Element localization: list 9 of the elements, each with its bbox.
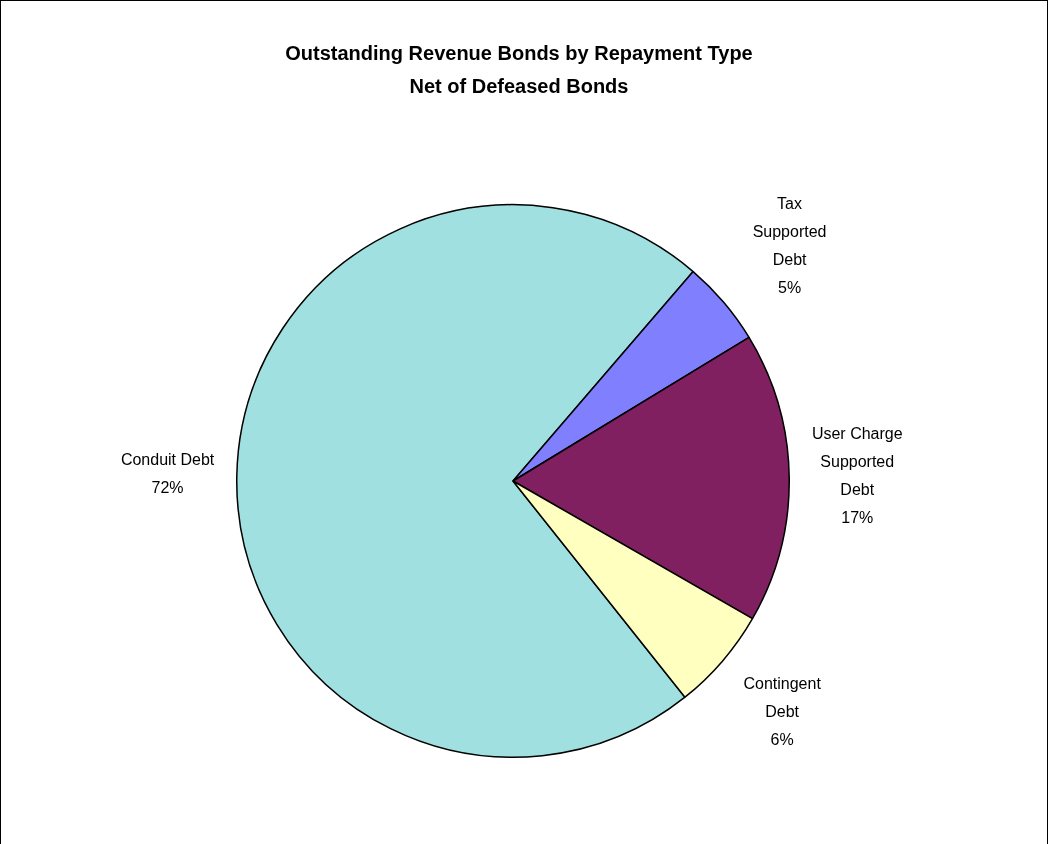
slice-label: User Charge Supported Debt	[811, 425, 903, 499]
slice-label: Tax Supported Debt	[752, 194, 827, 268]
data-label: 6%	[770, 730, 794, 748]
slice-label: Conduit Debt	[120, 450, 215, 468]
chart-title: Outstanding Revenue Bonds by Repayment Type Net of Defeased Bonds	[285, 41, 753, 97]
data-label: 5%	[778, 278, 802, 296]
data-label: 17%	[841, 509, 874, 527]
data-label: 72%	[151, 478, 184, 496]
slice-label: Contingent Debt	[743, 674, 822, 720]
